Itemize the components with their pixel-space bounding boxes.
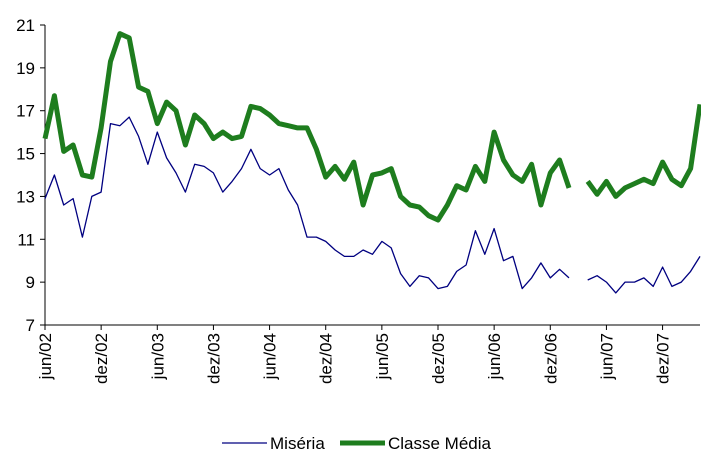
x-tick-label: dez/03 (204, 333, 223, 384)
x-tick-label: jun/02 (36, 333, 55, 380)
series-line (44, 116, 701, 294)
x-tick-label: jun/04 (261, 333, 280, 380)
y-tick-label: 19 (16, 59, 35, 78)
x-tick-label: dez/07 (654, 333, 673, 384)
x-tick-label: dez/06 (541, 333, 560, 384)
y-tick-label: 15 (16, 145, 35, 164)
legend-label: Miséria (270, 434, 325, 453)
x-tick-label: jun/05 (373, 333, 392, 380)
x-tick-label: jun/06 (485, 333, 504, 380)
x-tick-label: dez/04 (317, 333, 336, 384)
x-tick-label: dez/02 (92, 333, 111, 384)
x-tick-label: dez/05 (429, 333, 448, 384)
y-tick-label: 21 (16, 16, 35, 35)
x-tick-label: jun/07 (597, 333, 616, 380)
y-tick-label: 13 (16, 187, 35, 206)
y-tick-label: 9 (26, 273, 35, 292)
y-tick-label: 7 (26, 316, 35, 335)
y-tick-label: 17 (16, 102, 35, 121)
x-tick-label: jun/03 (148, 333, 167, 380)
y-tick-label: 11 (17, 230, 35, 249)
legend-label: Classe Média (388, 434, 492, 453)
series-line (42, 31, 701, 223)
